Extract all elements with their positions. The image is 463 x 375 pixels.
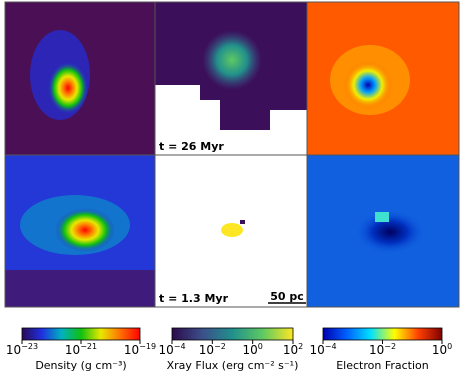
tick-base: 10 [283, 343, 298, 357]
blob [355, 210, 425, 254]
tick-label: 10−2 [369, 342, 396, 357]
tick-base: 10 [199, 343, 214, 357]
blob [240, 220, 245, 224]
tick-exponent: 2 [298, 342, 303, 351]
tick-label: 10−21 [65, 342, 97, 357]
tick-base: 10 [124, 343, 139, 357]
time-label: t = 26 Myr [159, 140, 224, 153]
tick-exponent: −4 [174, 342, 186, 351]
blob [375, 212, 389, 222]
tick-base: 10 [158, 343, 173, 357]
tick-base: 10 [242, 343, 257, 357]
tick-exponent: −19 [139, 342, 156, 351]
tick-base: 10 [65, 343, 80, 357]
tick-exponent: −23 [21, 342, 38, 351]
tick-exponent: −2 [384, 342, 396, 351]
colorbar [322, 327, 443, 341]
tick-label: 10−19 [124, 342, 156, 357]
colorbar-label: Density (g cm⁻³) [35, 359, 126, 372]
tick-exponent: 0 [447, 342, 452, 351]
tick-exponent: 0 [258, 342, 263, 351]
tick-label: 10−2 [199, 342, 226, 357]
panel-borders [5, 2, 459, 307]
tick-label: 10−4 [309, 342, 336, 357]
colorbar-label: Electron Fraction [336, 359, 429, 372]
tick-label: 10−23 [6, 342, 38, 357]
panels: t = 26 Myr t = 1.3 Myr 50 pc [4, 1, 460, 308]
colorbar [21, 327, 141, 341]
tick-label: 10−4 [158, 342, 185, 357]
blob [221, 223, 243, 237]
tick-base: 10 [309, 343, 324, 357]
tick-base: 10 [369, 343, 384, 357]
tick-exponent: −21 [80, 342, 97, 351]
blob [48, 62, 88, 114]
colorbar [171, 327, 294, 341]
tick-label: 100 [242, 342, 262, 357]
blob [202, 30, 262, 90]
colorbar-label: Xray Flux (erg cm⁻² s⁻¹) [167, 359, 299, 372]
tick-exponent: −4 [325, 342, 337, 351]
tick-label: 100 [432, 342, 452, 357]
scale-bar-label: 50 pc [270, 290, 304, 303]
tick-exponent: −2 [214, 342, 226, 351]
tick-base: 10 [6, 343, 21, 357]
blob [55, 208, 115, 252]
density-edge [5, 270, 155, 307]
frame [4, 1, 460, 308]
tick-label: 102 [283, 342, 303, 357]
time-label: t = 1.3 Myr [159, 292, 229, 305]
blob [344, 61, 392, 109]
tick-base: 10 [432, 343, 447, 357]
